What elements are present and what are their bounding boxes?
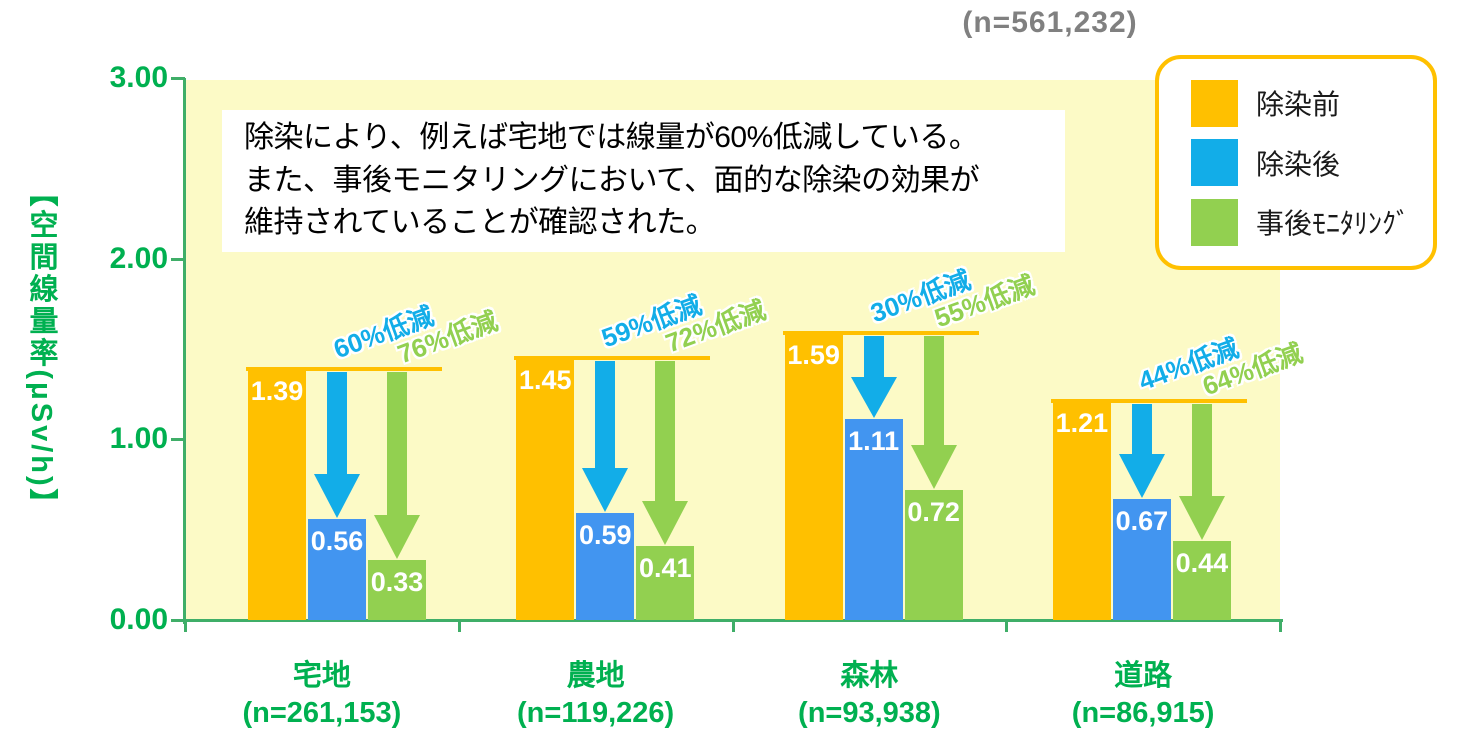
bar-before-road [1052,401,1111,620]
before-level-line-farmland [514,356,711,361]
bar-value-monitoring-farmland: 0.41 [639,552,692,583]
legend-item-before: 除染前 [1191,79,1423,127]
reduction-arrow-after-road-shaft [1131,404,1152,454]
y-tick-label-0: 0.00 [109,603,168,636]
bar-after-forest [844,419,903,620]
bar-value-before-forest: 1.59 [787,339,840,370]
y-axis-tick [171,438,185,442]
bar-value-after-residential: 0.56 [310,525,364,556]
reduction-arrow-after-forest-head [850,377,897,419]
bar-value-before-farmland: 1.45 [519,365,572,396]
y-tick-label-1: 1.00 [109,422,168,456]
category-label-forest: 森林 [840,660,899,692]
reduction-arrow-after-residential-shaft [327,371,347,474]
reduction-arrow-after-road-head [1118,453,1165,498]
bar-value-monitoring-residential: 0.33 [370,567,424,598]
category-label-road: 道路 [1114,660,1173,692]
bar-value-before-residential: 1.39 [250,375,304,406]
bar-value-monitoring-forest: 0.72 [907,496,960,527]
reduction-arrow-monitoring-forest-shaft [923,335,944,445]
legend-item-after: 除染後 [1191,139,1423,186]
category-label-farmland: 農地 [566,660,625,692]
reduction-arrow-monitoring-residential-shaft [387,371,407,516]
category-count-label-residential: (n=261,153) [242,697,402,729]
x-axis-line [183,619,1283,622]
bar-after-road [1112,498,1171,620]
annotation-line-2: また、事後モニタリングにおいて、面的な除染の効果が [244,163,980,197]
bar-value-after-road: 0.67 [1115,505,1169,536]
x-axis-tick [731,622,735,632]
reduction-arrow-monitoring-farmland-shaft [655,361,676,501]
reduction-arrow-monitoring-road-shaft [1191,404,1212,496]
before-level-line-forest [782,330,979,335]
legend-label-after: 除染後 [1256,148,1341,180]
category-count-label-road: (n=86,915) [1071,697,1215,729]
x-axis-tick [457,622,461,632]
bar-value-before-road: 1.21 [1055,408,1109,439]
reduction-arrow-monitoring-forest-head [910,444,957,489]
y-tick-label-3: 3.00 [109,61,168,94]
reduction-arrow-after-farmland-head [582,468,629,513]
reduction-arrow-after-farmland-shaft [595,361,616,469]
bar-before-farmland [516,358,575,620]
legend-swatch-before [1191,79,1238,127]
legend: 除染前 除染後 事後ﾓﾆﾀﾘﾝｸﾞ [1155,55,1437,270]
y-tick-label-2: 2.00 [109,241,168,275]
legend-swatch-monitoring [1191,198,1238,246]
sample-total-label: (n=561,232) [962,6,1138,39]
y-axis-tick [171,77,185,80]
legend-item-monitoring: 事後ﾓﾆﾀﾘﾝｸﾞ [1191,198,1423,246]
x-axis-tick [184,622,187,632]
y-axis-title: 【空間線量率(μSv/h)】 [25,177,57,521]
reduction-arrow-monitoring-road-head [1178,495,1225,540]
annotation-box: 除染により、例えば宅地では線量が60%低減している。 また、事後モニタリングにお… [222,110,1065,252]
category-label-residential: 宅地 [292,660,351,692]
bar-monitoring-road [1172,540,1231,620]
reduction-arrow-monitoring-farmland-head [642,500,689,545]
bar-monitoring-farmland [636,545,695,620]
x-axis-tick [1279,622,1282,632]
legend-label-monitoring: 事後ﾓﾆﾀﾘﾝｸﾞ [1256,208,1411,239]
category-count-label-farmland: (n=119,226) [517,697,675,729]
y-axis-tick [171,619,185,622]
y-axis-tick [171,257,185,261]
bar-value-after-forest: 1.11 [848,426,900,457]
legend-swatch-after [1191,139,1238,186]
x-axis-tick [1005,622,1009,632]
category-count-label-forest: (n=93,938) [798,697,941,729]
bar-monitoring-forest [904,489,963,620]
legend-label-before: 除染前 [1256,89,1341,120]
bar-after-residential [308,518,366,620]
reduction-arrow-after-residential-head [314,473,360,518]
before-level-line-road [1050,399,1247,404]
annotation-line-1: 除染により、例えば宅地では線量が60%低減している。 [244,121,979,154]
y-axis-line [183,78,186,624]
reduction-arrow-monitoring-residential-head [374,515,420,560]
annotation-line-3: 維持されていることが確認された。 [244,206,716,240]
bar-value-after-farmland: 0.59 [579,520,632,551]
bar-value-monitoring-road: 0.44 [1175,547,1229,578]
bar-monitoring-residential [368,560,426,620]
reduction-arrow-after-forest-shaft [863,335,884,378]
bar-before-forest [784,332,843,620]
bar-before-residential [248,368,306,620]
bar-after-farmland [576,513,635,620]
before-level-line-residential [246,366,442,371]
